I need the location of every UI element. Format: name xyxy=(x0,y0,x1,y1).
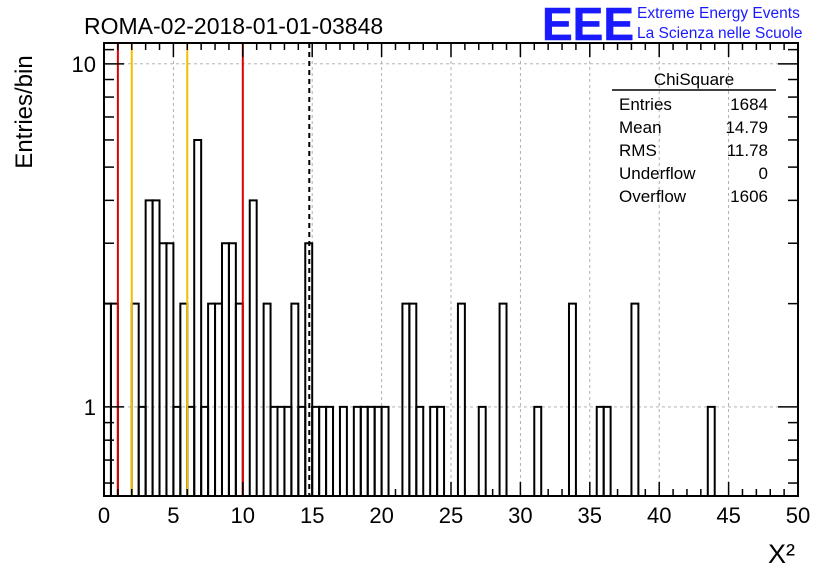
stats-row-value: 0 xyxy=(759,164,768,183)
histogram-bin xyxy=(318,405,328,496)
histogram-bin xyxy=(325,405,335,496)
x-tick-label: 35 xyxy=(578,503,602,528)
histogram-bin xyxy=(373,405,383,496)
histogram-bin xyxy=(109,302,119,496)
histogram-bin xyxy=(498,302,508,496)
histogram-bin xyxy=(338,405,348,496)
histogram-bin xyxy=(186,405,196,496)
logo-line-1: Extreme Energy Events xyxy=(637,5,800,22)
histogram-bin xyxy=(359,405,369,496)
histogram-bin xyxy=(269,405,279,496)
stats-row-value: 14.79 xyxy=(725,118,768,137)
x-tick-label: 30 xyxy=(508,503,532,528)
stats-row-label: Mean xyxy=(619,118,662,137)
histogram-bin xyxy=(630,302,640,496)
histogram-bin xyxy=(130,302,140,496)
histogram-bin xyxy=(151,199,161,496)
y-tick-label: 1 xyxy=(84,395,96,420)
x-tick-label: 50 xyxy=(786,503,810,528)
histogram-bin xyxy=(456,302,466,496)
stats-row-value: 1606 xyxy=(730,187,768,206)
y-tick-label: 10 xyxy=(72,52,96,77)
histogram-bin xyxy=(165,242,175,496)
grid-lines xyxy=(104,43,798,496)
histogram-bin xyxy=(234,302,244,496)
histogram-bin xyxy=(602,405,612,496)
stats-row-value: 11.78 xyxy=(727,141,768,160)
stats-row-label: RMS xyxy=(619,141,657,160)
histogram-bin xyxy=(352,405,362,496)
histogram-bin xyxy=(290,302,300,496)
eee-logo-text: EEE xyxy=(542,0,634,50)
histogram-bin xyxy=(220,242,230,496)
y-axis-label: Entries/bin xyxy=(11,55,38,168)
axis-ticks: 0 5 10 15 20 25 30 35 40 45 50 1 10 xyxy=(72,43,810,528)
histogram-bin xyxy=(103,302,112,496)
histogram-bin xyxy=(262,302,272,496)
histogram-bin xyxy=(366,405,376,496)
histogram-bin xyxy=(436,405,446,496)
histogram-bin xyxy=(227,242,237,496)
eee-logo: EEE Extreme Energy Events La Scienza nel… xyxy=(542,0,803,50)
histogram-bin xyxy=(567,302,577,496)
histogram-bin xyxy=(533,405,543,496)
stats-row-label: Entries xyxy=(619,95,672,114)
stats-box: ChiSquare Entries 1684 Mean 14.79 RMS 11.78 Un… xyxy=(612,70,776,206)
x-tick-label: 25 xyxy=(439,503,463,528)
histogram-bin xyxy=(297,405,307,496)
histogram-bin xyxy=(207,302,217,496)
stats-row-label: Overflow xyxy=(619,187,687,206)
chart-title: ROMA-02-2018-01-01-03848 xyxy=(84,13,383,39)
threshold-markers xyxy=(116,43,311,496)
histogram-bin xyxy=(179,302,189,496)
histogram-bin xyxy=(144,199,154,496)
histogram-bin xyxy=(380,405,390,496)
histogram-bin xyxy=(248,199,258,496)
histogram-bin xyxy=(408,302,418,496)
histogram-bin xyxy=(706,405,716,496)
histogram-bin xyxy=(311,405,321,496)
x-tick-label: 45 xyxy=(716,503,740,528)
histogram-bin xyxy=(401,302,411,496)
histogram-bin xyxy=(429,405,439,496)
histogram-bin xyxy=(200,405,210,496)
x-tick-label: 20 xyxy=(369,503,393,528)
histogram-bin xyxy=(283,405,293,496)
x-tick-label: 40 xyxy=(647,503,671,528)
logo-line-2: La Scienza nelle Scuole xyxy=(637,25,802,42)
x-tick-label: 5 xyxy=(167,503,179,528)
stats-row-value: 1684 xyxy=(730,95,768,114)
histogram-bin xyxy=(172,405,182,496)
stats-row-label: Underflow xyxy=(619,164,696,183)
histogram-bin xyxy=(595,405,605,496)
histogram-bin xyxy=(214,302,223,496)
x-tick-label: 15 xyxy=(300,503,324,528)
histogram-bin xyxy=(477,405,487,496)
x-tick-label: 10 xyxy=(231,503,255,528)
x-axis-label: X² xyxy=(768,539,795,569)
histogram-bin xyxy=(137,405,147,496)
stats-title: ChiSquare xyxy=(654,70,734,89)
histogram-bin xyxy=(193,138,203,496)
x-tick-label: 0 xyxy=(98,503,110,528)
histogram-bin xyxy=(276,405,286,496)
histogram-bin xyxy=(158,242,168,496)
histogram-bin xyxy=(415,405,425,496)
